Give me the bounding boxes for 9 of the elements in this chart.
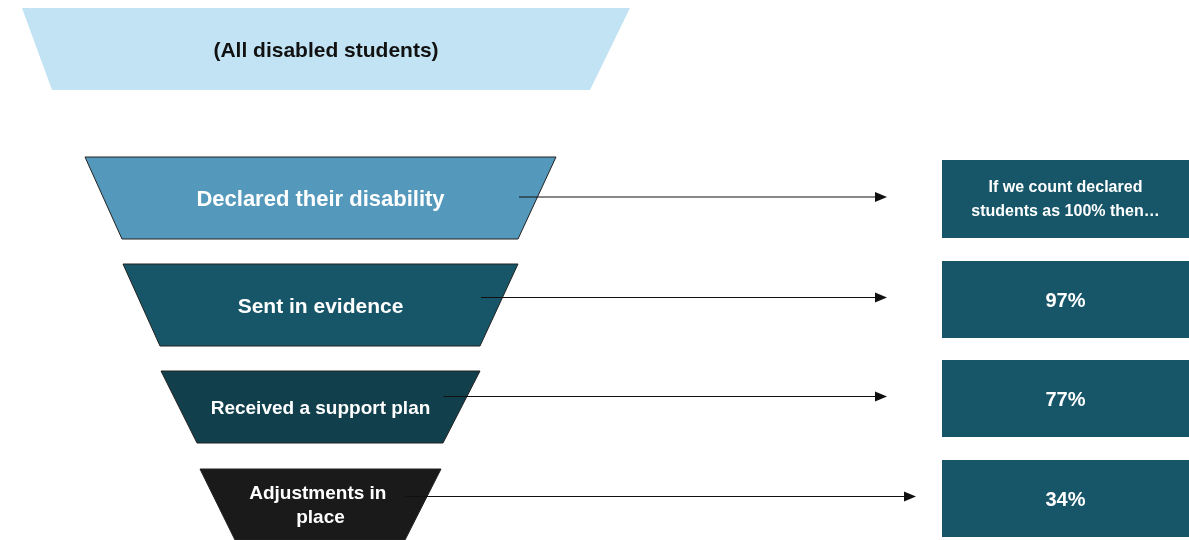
callout-box: 77% — [942, 360, 1189, 437]
category-label: (All disabled students) — [213, 37, 439, 61]
callout-box: If we count declared students as 100% then… — [942, 160, 1189, 238]
callout-box: 34% — [942, 460, 1189, 537]
category-label: Declared their disability — [196, 185, 446, 211]
category-label: Received a support plan — [210, 396, 431, 418]
callout-box: 97% — [942, 261, 1189, 338]
category-label: Sent in evidence — [237, 293, 404, 317]
category-label: Adjustments in place — [249, 481, 392, 528]
